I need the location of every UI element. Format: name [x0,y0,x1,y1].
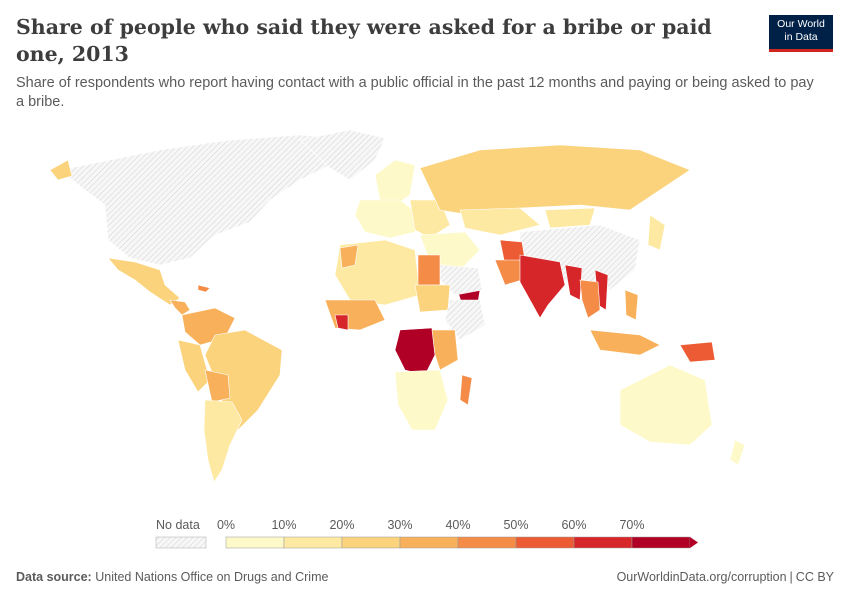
legend-tick-label: 30% [387,518,412,532]
caribbean[interactable] [197,284,211,293]
legend-tick-label: 60% [561,518,586,532]
source-label: Data source: [16,570,92,584]
world-map[interactable] [0,120,850,500]
north-america-no-data[interactable] [59,134,361,266]
color-legend: No data 0% 10% 20% 30% 40% 50% 60% 70% [155,518,698,549]
legend-tick-label: 10% [271,518,296,532]
indonesia[interactable] [589,329,661,356]
legend-tick-label: 20% [329,518,354,532]
legend-swatch [225,536,285,549]
morocco[interactable] [339,244,359,269]
chart-subtitle: Share of respondents who report having c… [16,75,814,110]
western-europe[interactable] [354,199,421,239]
india[interactable] [519,254,566,319]
dr-congo[interactable] [394,327,436,376]
logo-line-1: Our World [777,18,825,30]
northern-europe[interactable] [374,159,416,206]
russia[interactable] [419,144,691,216]
legend-tick-label: 50% [503,518,528,532]
legend-no-data-swatch [155,536,207,549]
myanmar[interactable] [564,264,583,301]
west-africa[interactable] [324,299,386,331]
chart-title: Share of people who said they were asked… [16,15,712,66]
madagascar[interactable] [459,374,473,406]
legend-swatch [631,536,691,549]
legend-tick-label: 0% [217,518,235,532]
legend-swatch [283,536,343,549]
owid-link[interactable]: OurWorldinData.org/corruption [616,570,787,584]
legend-no-data-label: No data [156,518,200,532]
logo-line-2: in Data [784,31,818,43]
legend-swatch [573,536,633,549]
kazakhstan[interactable] [459,207,541,236]
greenland-no-data[interactable] [299,129,386,181]
east-africa[interactable] [431,329,459,371]
japan[interactable] [647,214,666,251]
owid-logo[interactable]: Our World in Data [769,15,833,52]
thailand-cambodia[interactable] [579,279,601,319]
alaska[interactable] [49,159,73,181]
footer-separator: | [789,570,793,584]
source-text[interactable]: United Nations Office on Drugs and Crime [95,570,329,584]
pakistan[interactable] [494,259,523,286]
legend-swatch [457,536,517,549]
liberia-sierra-leone[interactable] [334,314,349,331]
legend-swatch [399,536,459,549]
australia[interactable] [619,364,713,446]
footer-source: Data source: United Nations Office on Dr… [16,570,328,584]
new-zealand[interactable] [729,439,746,466]
central-america[interactable] [169,299,191,316]
southern-africa[interactable] [394,369,449,431]
bolivia[interactable] [204,369,231,403]
mexico[interactable] [107,257,181,306]
egypt[interactable] [417,254,441,286]
legend-arrow [690,537,698,548]
legend-swatch [341,536,401,549]
mongolia[interactable] [544,207,596,229]
legend-tick-label: 40% [445,518,470,532]
papua-new-guinea[interactable] [679,341,716,363]
sudan[interactable] [414,284,451,313]
legend-tick-label: 70% [619,518,644,532]
legend-bins: 0% 10% 20% 30% 40% 50% 60% 70% [217,518,698,549]
peru[interactable] [177,339,211,393]
legend-swatch [515,536,575,549]
license-link[interactable]: CC BY [795,570,834,584]
footer-links: OurWorldinData.org/corruption | CC BY [617,570,834,584]
argentina-chile[interactable] [203,399,243,483]
philippines[interactable] [624,289,639,321]
